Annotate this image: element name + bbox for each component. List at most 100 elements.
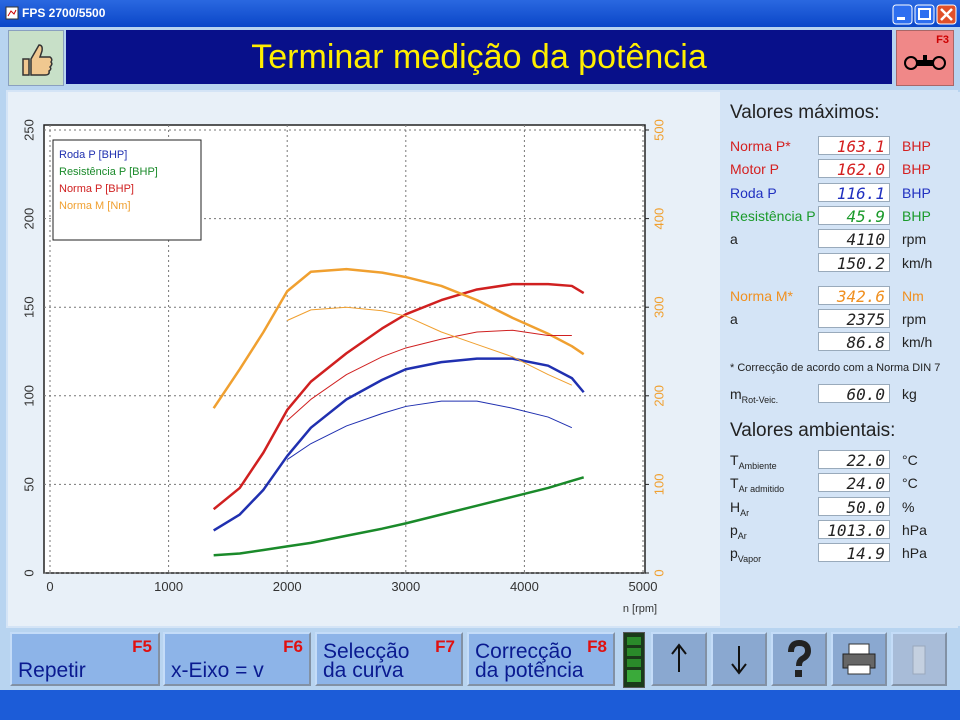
row-label: pAr [730,522,747,541]
value-display: 163.1 [818,136,890,156]
f3-button[interactable]: F3 [896,30,954,86]
series-line [213,476,585,557]
help-button[interactable] [771,632,827,686]
y-tick-label: 0 [21,569,36,576]
series-line [286,329,572,421]
series-line [213,357,585,532]
y2-tick-label: 300 [651,296,666,318]
unit: Nm [902,287,924,304]
symbol: p [730,521,738,538]
printer-icon [842,643,876,675]
row-label: TAr admitido [730,475,784,494]
subscript: Ambiente [738,460,777,471]
unit: % [902,498,915,515]
function-button[interactable]: F7 Selecção da curva [315,632,463,686]
unit: hPa [902,521,927,538]
value-display: 60.0 [818,384,890,404]
label-line: x-Eixo = v [171,659,264,682]
value-display: 50.0 [818,496,890,517]
function-button[interactable]: F8 Correcção da potência [467,632,615,686]
row-label: a [730,231,738,248]
label-line: da curva [323,659,404,682]
unit: °C [902,452,918,468]
y2-tick-label: 400 [651,208,666,230]
label-line: Correcção [475,640,572,663]
key-label: F5 [132,637,152,656]
x-tick-label: 3000 [391,579,420,594]
key-label: F8 [587,637,607,656]
series-line [286,400,573,461]
symbol: p [730,545,738,562]
series-line [212,282,585,511]
subscript: Ar [737,530,747,541]
row-label: Motor P [730,161,780,178]
unit: BHP [902,161,931,178]
subscript: Rot-Veic. [741,394,779,405]
value-display: 24.0 [818,473,890,493]
header-title: Terminar medição da potência [66,30,892,84]
row-label: Roda P [730,184,777,201]
up-icon [671,643,687,672]
series-line [212,267,585,409]
title-bar: FPS 2700/5500 [0,0,960,27]
symbol: T [730,452,739,468]
device-icon [912,645,926,675]
unit: hPa [902,545,927,562]
help-icon [788,639,812,677]
print-button[interactable] [831,632,887,686]
y2-tick-label: 500 [651,119,666,141]
window-controls[interactable] [892,4,958,25]
unit: BHP [902,207,931,224]
section-title: Valores máximos: [730,102,880,123]
series-line [286,306,573,386]
legend-entry: Norma P [BHP] [59,183,134,195]
unit: kg [902,386,917,402]
legend-entry: Roda P [BHP] [59,149,127,161]
button-label: Repetir [18,659,86,682]
value-display: 4110 [818,229,890,249]
value-display: 14.9 [818,543,890,563]
window-title: FPS 2700/5500 [22,6,106,20]
down-button[interactable] [711,632,767,686]
x-axis-label: n [rpm] [623,603,657,615]
value-display: 342.6 [818,285,890,306]
led-bars [627,637,641,682]
label-line: da potência [475,659,584,682]
value-display: 45.9 [818,205,890,226]
y-tick-label: 150 [21,296,36,318]
symbol: m [730,386,742,402]
down-icon [731,646,747,675]
row-label: Norma M* [730,287,794,304]
disabled-button [891,632,947,686]
section-title: Valores ambientais: [730,420,896,441]
y-tick-label: 100 [21,385,36,407]
value-display: 22.0 [818,450,890,470]
unit: BHP [902,138,931,154]
status-led [623,632,645,688]
y-tick-label: 250 [21,119,36,141]
thumbs-icon [9,31,63,85]
symbol: H [730,498,741,515]
key-label: F7 [435,637,455,656]
x-tick-label: 4000 [510,579,539,594]
function-button[interactable]: F6 x-Eixo = v [163,632,311,686]
ok-button[interactable] [8,30,64,86]
key-label: F6 [283,637,303,656]
up-button[interactable] [651,632,707,686]
value-display: 1013.0 [818,519,890,540]
value-display: 150.2 [818,252,890,273]
footnote: * Correcção de acordo com a Norma DIN 7 [730,362,941,374]
function-button[interactable]: F5 Repetir [10,632,160,686]
x-tick-label: 5000 [629,579,658,594]
subscript: Vapor [737,553,762,564]
y-tick-label: 200 [21,208,36,230]
unit: BHP [902,184,931,201]
row-label: TAmbiente [730,452,777,471]
app-icon [5,6,19,20]
legend-entry: Resistência P [BHP] [59,166,158,178]
row-label: HAr [730,499,749,518]
button-label: Selecção da curva [323,641,409,682]
label-line: Repetir [18,659,86,682]
